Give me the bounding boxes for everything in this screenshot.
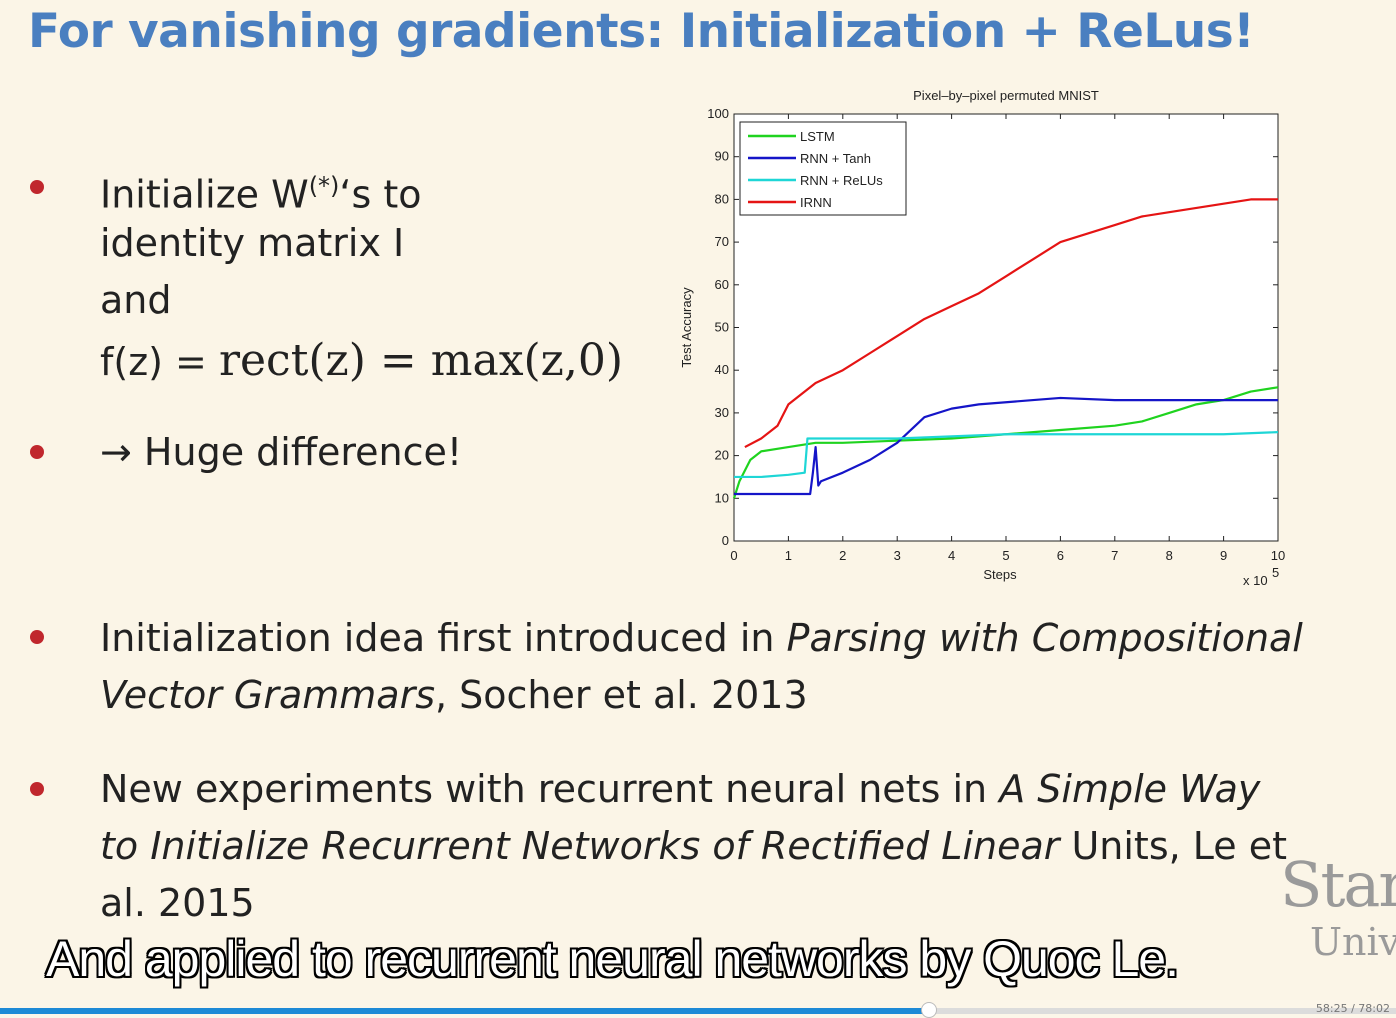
- bullet-marker: [30, 445, 44, 459]
- accuracy-chart: Pixel–by–pixel permuted MNIST01020304050…: [679, 88, 1285, 588]
- y-tick-label: 100: [707, 106, 729, 121]
- x-tick-label: 5: [1002, 548, 1009, 563]
- stanford-logo-text: Stan: [1280, 848, 1396, 921]
- y-tick-label: 90: [715, 149, 729, 164]
- x-tick-label: 3: [894, 548, 901, 563]
- progress-fill: [0, 1008, 929, 1014]
- bullet-text-line: Vector Grammars, Socher et al. 2013: [100, 667, 808, 724]
- series-line-irnn: [744, 198, 1278, 449]
- bullet-marker: [30, 180, 44, 194]
- series-line-rnn-tanh: [734, 396, 1278, 496]
- bullet-initialize: Initialize W(*)‘s to: [100, 158, 422, 224]
- paper-title: Vector Grammars: [100, 673, 435, 717]
- bullet-text-line: and: [100, 278, 172, 322]
- bullet-text: Units, Le et: [1059, 824, 1288, 868]
- bullet-marker: [30, 630, 44, 644]
- video-time: 58:25 / 78:02: [1315, 1002, 1390, 1015]
- y-axis-label: Test Accuracy: [679, 287, 694, 368]
- bullet-formula: f(z) = rect(z) = max(z,0): [100, 332, 623, 391]
- slide-title: For vanishing gradients: Initialization …: [28, 4, 1255, 59]
- x-tick-label: 4: [948, 548, 955, 563]
- superscript: (*): [308, 172, 340, 200]
- bullet-marker: [30, 782, 44, 796]
- chart-legend: [739, 121, 907, 216]
- bullet-huge-difference: → Huge difference!: [100, 430, 463, 474]
- y-tick-label: 50: [715, 320, 729, 335]
- bullet-text-line: al. 2015: [100, 881, 255, 925]
- bullet-text: New experiments with recurrent neural ne…: [100, 767, 1000, 811]
- chart-title: Pixel–by–pixel permuted MNIST: [913, 88, 1099, 103]
- y-tick-label: 40: [715, 362, 729, 377]
- paper-title: to Initialize Recurrent Networks of Rect…: [100, 824, 1060, 868]
- progress-handle[interactable]: [921, 1002, 938, 1018]
- x-tick-label: 2: [839, 548, 846, 563]
- x-tick-label: 9: [1220, 548, 1227, 563]
- bullet-text: , Socher et al. 2013: [435, 673, 808, 717]
- x-axis-label: Steps: [983, 567, 1017, 582]
- x-tick-label: 1: [785, 548, 792, 563]
- x-tick-label: 10: [1271, 548, 1285, 563]
- bullet-text: Initialization idea first introduced in: [100, 616, 787, 660]
- video-caption: And applied to recurrent neural networks…: [46, 931, 1179, 987]
- university-logo-text: Univ: [1310, 920, 1396, 964]
- paper-title: A Simple Way: [999, 767, 1261, 811]
- x-tick-label: 7: [1111, 548, 1118, 563]
- x-tick-label: 6: [1057, 548, 1064, 563]
- formula-math: rect(z) = max(z,0): [218, 335, 623, 386]
- bullet-text-line: to Initialize Recurrent Networks of Rect…: [100, 818, 1287, 875]
- y-tick-label: 70: [715, 234, 729, 249]
- y-tick-label: 0: [722, 533, 729, 548]
- legend-label: IRNN: [800, 195, 832, 210]
- formula-prefix: f(z) =: [100, 340, 219, 384]
- bullet-text: Initialize W: [100, 172, 309, 217]
- y-tick-label: 10: [715, 490, 729, 505]
- y-tick-label: 80: [715, 191, 729, 206]
- x-tick-label: 8: [1166, 548, 1173, 563]
- x-tick-label: 0: [730, 548, 737, 563]
- legend-label: RNN + ReLUs: [800, 173, 883, 188]
- bullet-text: ‘s to: [339, 172, 422, 217]
- y-tick-label: 20: [715, 448, 729, 463]
- y-tick-label: 30: [715, 405, 729, 420]
- bullet-initialization-idea: Initialization idea first introduced in …: [100, 610, 1303, 667]
- bullet-text-line: identity matrix I: [100, 221, 405, 265]
- paper-title: Parsing with Compositional: [786, 616, 1303, 660]
- legend-label: RNN + Tanh: [800, 151, 871, 166]
- series-line-rnn-relus: [734, 431, 1279, 479]
- x-multiplier-label: x 10: [1243, 573, 1268, 588]
- bullet-new-experiments: New experiments with recurrent neural ne…: [100, 761, 1260, 818]
- x-multiplier-exponent: 5: [1272, 565, 1279, 580]
- legend-label: LSTM: [800, 129, 835, 144]
- y-tick-label: 60: [715, 277, 729, 292]
- video-progress-bar[interactable]: [0, 1002, 1396, 1018]
